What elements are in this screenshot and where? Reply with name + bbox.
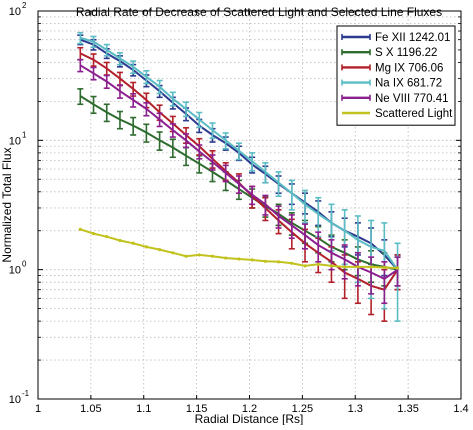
series-point <box>369 265 373 269</box>
series-point <box>144 245 148 249</box>
x-axis: 1 1.05 1.1 1.15 1.2 1.25 1.3 1.35 1.4 <box>35 11 469 415</box>
x-tick-label: 1.2 <box>242 403 257 415</box>
series-point <box>171 251 175 255</box>
series-group <box>78 227 400 270</box>
x-tick-label: 1 <box>35 403 41 415</box>
series-point <box>224 256 228 260</box>
chart-title: Radial Rate of Decrease of Scattered Lig… <box>76 5 442 19</box>
y-tick-exponent: -1 <box>22 389 30 398</box>
series-point <box>303 264 307 268</box>
x-tick-label: 1.1 <box>136 403 151 415</box>
series-point <box>184 254 188 258</box>
x-tick-label: 1.15 <box>186 403 207 415</box>
x-tick-label: 1.4 <box>453 403 468 415</box>
series-point <box>329 264 334 268</box>
y-tick-exponent: 1 <box>22 130 27 139</box>
y-tick-label: 10 <box>9 6 21 18</box>
legend-label: Mg IX 706.06 <box>375 62 443 74</box>
series-line <box>80 36 399 271</box>
legend-label: S X 1196.22 <box>375 47 437 59</box>
x-tick-label: 1.05 <box>80 403 101 415</box>
legend-label: Scattered Light <box>375 108 453 120</box>
y-tick-exponent: 2 <box>22 1 27 10</box>
series-group <box>77 58 401 305</box>
series-point <box>158 247 162 252</box>
series-layer <box>77 31 401 322</box>
series-point <box>343 265 347 269</box>
x-tick-label: 1.35 <box>397 403 418 415</box>
y-tick-exponent: 0 <box>22 260 27 269</box>
series-point <box>91 232 96 236</box>
series-point <box>237 257 241 261</box>
legend-label: Fe XII 1242.01 <box>375 32 450 44</box>
legend-box <box>336 25 456 126</box>
series-point <box>290 261 294 265</box>
series-point <box>131 241 135 245</box>
series-point <box>382 265 386 270</box>
legend-label: Ne VIII 770.41 <box>375 93 449 105</box>
legend: Fe XII 1242.01 S X 1196.22 Mg IX 706.06 Na … <box>336 25 456 126</box>
series-point <box>356 265 360 269</box>
x-tick-label: 1.25 <box>292 403 313 415</box>
y-tick-label: 10 <box>9 394 21 406</box>
legend-label: Na IX 681.72 <box>375 78 442 90</box>
series-point <box>276 260 281 264</box>
y-axis-label: Normalized Total Flux <box>0 147 14 262</box>
series-point <box>78 227 82 231</box>
y-tick-label: 10 <box>9 265 21 277</box>
series-point <box>316 262 320 266</box>
series-point <box>395 266 400 270</box>
series-point <box>118 238 122 243</box>
series-point <box>263 259 267 263</box>
series-line <box>79 64 399 280</box>
y-tick-label: 10 <box>9 135 21 147</box>
x-axis-label: Radial Distance [Rs] <box>195 412 304 425</box>
series-point <box>210 254 215 258</box>
x-tick-label: 1.3 <box>348 403 363 415</box>
series-point <box>250 258 254 262</box>
series-point <box>197 253 201 257</box>
series-point <box>105 235 109 239</box>
